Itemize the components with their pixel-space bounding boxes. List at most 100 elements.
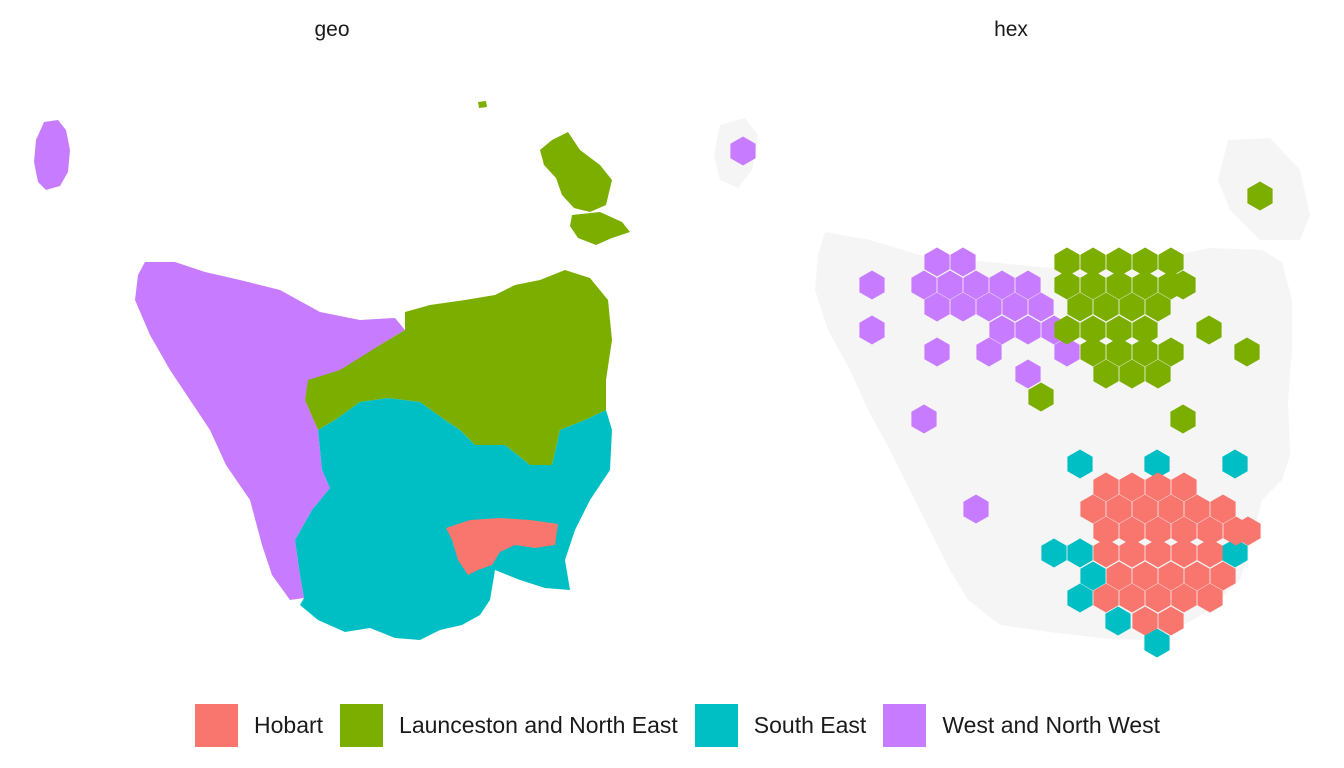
hex-tile-launceston-north-east [1028,382,1054,412]
hex-tile-south-east [1080,561,1106,591]
hex-tiles [730,136,1273,658]
legend-item-west-north-west: West and North West [883,703,1161,747]
hex-tile-hobart [1119,538,1145,568]
hex-tile-hobart [1132,494,1158,524]
hex-tile-west-north-west [859,315,885,345]
hex-tile-south-east [1067,538,1093,568]
hex-tile-hobart [1145,538,1171,568]
hex-tile-hobart [1106,561,1132,591]
geo-region-flinders-island [540,132,612,212]
hex-tile-launceston-north-east [1067,292,1093,322]
hex-tile-west-north-west [1054,337,1080,367]
hex-tile-hobart [1158,606,1184,636]
hex-tile-south-east [1144,449,1170,479]
hex-tile-launceston-north-east [1093,292,1119,322]
geo-region-west-north-west [135,262,405,600]
hex-tile-west-north-west [976,292,1002,322]
hex-tile-hobart [1171,516,1197,546]
hex-tile-hobart [1119,472,1145,502]
legend-label-south-east: South East [753,711,867,738]
hex-tile-west-north-west [1015,270,1041,300]
hex-tile-launceston-north-east [1247,181,1273,211]
hex-tile-west-north-west [1015,315,1041,345]
legend: Hobart Launceston and North East South E… [195,703,1177,747]
geo-region-hobart [446,518,558,575]
hex-tile-west-north-west [1002,292,1028,322]
hex-tile-launceston-north-east [1054,247,1080,277]
hex-tile-hobart [1093,538,1119,568]
hex-tile-west-north-west [950,292,976,322]
hex-tile-hobart [1235,516,1261,546]
hex-tile-hobart [1132,606,1158,636]
hex-tile-west-north-west [1028,292,1054,322]
geo-region-king-island [34,120,70,190]
hex-tile-hobart [1158,494,1184,524]
hex-tile-launceston-north-east [1080,337,1106,367]
hex-tile-launceston-north-east [1119,359,1145,389]
hex-tile-hobart [1210,561,1236,591]
hex-tile-launceston-north-east [1106,247,1132,277]
hex-tile-hobart [1093,472,1119,502]
hex-tile-west-north-west [924,292,950,322]
hex-tile-launceston-north-east [1170,270,1196,300]
hex-tile-south-east [1222,449,1248,479]
hex-tile-hobart [1119,583,1145,613]
hex-tile-hobart [1106,494,1132,524]
hex-tile-launceston-north-east [1054,270,1080,300]
hex-tile-hobart [1184,494,1210,524]
hex-tile-west-north-west [976,337,1002,367]
legend-key-west-north-west [883,703,927,747]
hex-tile-hobart [1197,583,1223,613]
hex-tile-hobart [1171,583,1197,613]
hex-tile-south-east [1067,583,1093,613]
hex-tile-launceston-north-east [1234,337,1260,367]
hex-tile-launceston-north-east [1132,337,1158,367]
legend-item-launceston-north-east: Launceston and North East [340,703,678,747]
hex-tile-west-north-west [989,270,1015,300]
hex-tile-west-north-west [911,270,937,300]
hex-tile-launceston-north-east [1093,359,1119,389]
hex-tile-hobart [1132,561,1158,591]
geo-region-launceston-north-east [305,270,612,465]
hex-tile-west-north-west [989,315,1015,345]
hex-tile-west-north-west [911,404,937,434]
hex-tile-south-east [1067,449,1093,479]
hex-tile-launceston-north-east [1080,247,1106,277]
geo-map [34,101,630,640]
hex-tile-hobart [1171,472,1197,502]
hex-map [714,118,1310,658]
legend-label-west-north-west: West and North West [942,711,1161,738]
hex-tile-west-north-west [950,247,976,277]
hex-tile-west-north-west [924,247,950,277]
hex-tile-hobart [1158,561,1184,591]
legend-label-launceston-north-east: Launceston and North East [399,711,678,738]
hex-tile-hobart [1171,538,1197,568]
hex-tile-hobart [1197,516,1223,546]
legend-key-south-east [694,703,738,747]
hex-tile-launceston-north-east [1132,247,1158,277]
geo-islet [478,101,487,108]
hex-tile-launceston-north-east [1145,292,1171,322]
hex-tile-west-north-west [859,270,885,300]
hex-tile-launceston-north-east [1106,337,1132,367]
legend-item-south-east: South East [694,703,867,747]
hex-tile-launceston-north-east [1158,247,1184,277]
hex-tile-west-north-west [1015,359,1041,389]
geo-region-cape-barren [570,212,630,245]
legend-item-hobart: Hobart [195,703,323,747]
hex-tile-launceston-north-east [1054,315,1080,345]
hex-tile-west-north-west [963,270,989,300]
hex-tile-launceston-north-east [1170,404,1196,434]
hex-tile-launceston-north-east [1106,315,1132,345]
legend-key-launceston-north-east [340,703,384,747]
panel-title-geo: geo [314,18,350,41]
hex-tile-hobart [1093,583,1119,613]
hex-tile-launceston-north-east [1158,337,1184,367]
legend-key-hobart [195,703,238,747]
hex-tile-hobart [1197,538,1223,568]
hex-tile-launceston-north-east [1080,270,1106,300]
hex-tile-launceston-north-east [1080,315,1106,345]
hex-tile-launceston-north-east [1132,270,1158,300]
hex-tile-hobart [1093,516,1119,546]
hex-tile-west-north-west [937,270,963,300]
